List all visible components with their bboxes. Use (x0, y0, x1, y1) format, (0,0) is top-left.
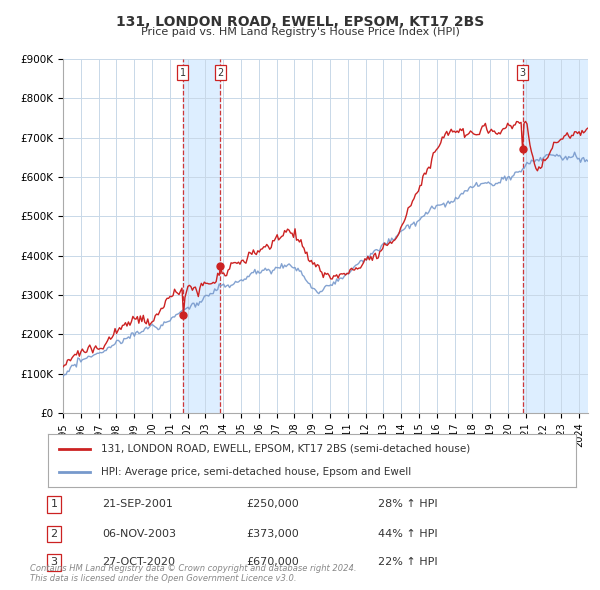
Bar (523, 59, 588, 413)
Text: 3: 3 (50, 558, 58, 567)
Text: 28% ↑ HPI: 28% ↑ HPI (378, 500, 437, 509)
Bar (182, 59, 220, 413)
Text: 2: 2 (217, 68, 223, 78)
Text: £373,000: £373,000 (246, 529, 299, 539)
Text: 21-SEP-2001: 21-SEP-2001 (102, 500, 173, 509)
Text: 22% ↑ HPI: 22% ↑ HPI (378, 558, 437, 567)
Text: 44% ↑ HPI: 44% ↑ HPI (378, 529, 437, 539)
Text: 1: 1 (50, 500, 58, 509)
Text: 131, LONDON ROAD, EWELL, EPSOM, KT17 2BS: 131, LONDON ROAD, EWELL, EPSOM, KT17 2BS (116, 15, 484, 29)
Text: Price paid vs. HM Land Registry's House Price Index (HPI): Price paid vs. HM Land Registry's House … (140, 27, 460, 37)
Text: HPI: Average price, semi-detached house, Epsom and Ewell: HPI: Average price, semi-detached house,… (101, 467, 411, 477)
Text: £250,000: £250,000 (246, 500, 299, 509)
Text: £670,000: £670,000 (246, 558, 299, 567)
Text: 06-NOV-2003: 06-NOV-2003 (102, 529, 176, 539)
Text: 131, LONDON ROAD, EWELL, EPSOM, KT17 2BS (semi-detached house): 131, LONDON ROAD, EWELL, EPSOM, KT17 2BS… (101, 444, 470, 454)
Text: 2: 2 (50, 529, 58, 539)
Text: Contains HM Land Registry data © Crown copyright and database right 2024.
This d: Contains HM Land Registry data © Crown c… (30, 563, 356, 583)
Text: 27-OCT-2020: 27-OCT-2020 (102, 558, 175, 567)
Text: 1: 1 (179, 68, 185, 78)
Text: 3: 3 (520, 68, 526, 78)
